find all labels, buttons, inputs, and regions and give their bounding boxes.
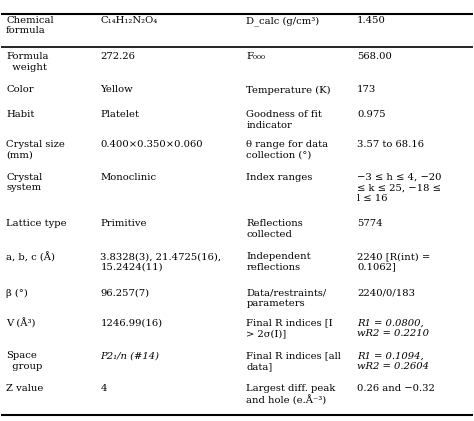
Text: θ range for data
collection (°): θ range for data collection (°) (246, 140, 328, 159)
Text: Platelet: Platelet (100, 110, 139, 119)
Text: Crystal size
(mm): Crystal size (mm) (6, 140, 65, 159)
Text: Index ranges: Index ranges (246, 173, 313, 182)
Text: V (Å³): V (Å³) (6, 318, 36, 329)
Text: Largest diff. peak
and hole (e.Å⁻³): Largest diff. peak and hole (e.Å⁻³) (246, 384, 336, 405)
Text: F₀₀₀: F₀₀₀ (246, 52, 265, 61)
Text: Space
  group: Space group (6, 352, 43, 371)
Text: Temperature (K): Temperature (K) (246, 85, 331, 95)
Text: Habit: Habit (6, 110, 35, 119)
Text: Reflections
collected: Reflections collected (246, 219, 303, 239)
Text: 0.26 and −0.32: 0.26 and −0.32 (357, 384, 435, 394)
Text: C₁₄H₁₂N₂O₄: C₁₄H₁₂N₂O₄ (100, 16, 157, 25)
Text: 5774: 5774 (357, 219, 383, 228)
Text: Formula
  weight: Formula weight (6, 52, 49, 72)
Text: Z value: Z value (6, 384, 44, 394)
Text: 568.00: 568.00 (357, 52, 392, 61)
Text: Yellow: Yellow (100, 85, 133, 94)
Text: −3 ≤ h ≤ 4, −20
≤ k ≤ 25, −18 ≤
l ≤ 16: −3 ≤ h ≤ 4, −20 ≤ k ≤ 25, −18 ≤ l ≤ 16 (357, 173, 442, 203)
Text: 2240/0/183: 2240/0/183 (357, 289, 415, 298)
Text: 1.450: 1.450 (357, 16, 386, 25)
Text: 3.57 to 68.16: 3.57 to 68.16 (357, 140, 424, 149)
Text: Final R indices [all
data]: Final R indices [all data] (246, 352, 341, 371)
Text: Independent
reflections: Independent reflections (246, 252, 311, 272)
Text: a, b, c (Å): a, b, c (Å) (6, 252, 55, 263)
Text: 272.26: 272.26 (100, 52, 135, 61)
Text: Goodness of fit
indicator: Goodness of fit indicator (246, 110, 322, 130)
Text: P2₁/n (#14): P2₁/n (#14) (100, 352, 159, 360)
Text: Lattice type: Lattice type (6, 219, 67, 228)
Text: β (°): β (°) (6, 289, 28, 298)
Text: Data/restraints/
parameters: Data/restraints/ parameters (246, 289, 327, 308)
Text: 1246.99(16): 1246.99(16) (100, 318, 163, 328)
Text: R1 = 0.0800,
wR2 = 0.2210: R1 = 0.0800, wR2 = 0.2210 (357, 318, 429, 338)
Text: Final R indices [I
> 2σ(I)]: Final R indices [I > 2σ(I)] (246, 318, 333, 338)
Text: 96.257(7): 96.257(7) (100, 289, 149, 298)
Text: Primitive: Primitive (100, 219, 147, 228)
Text: Chemical
formula: Chemical formula (6, 16, 54, 35)
Text: Monoclinic: Monoclinic (100, 173, 156, 182)
Text: 2240 [R(int) =
0.1062]: 2240 [R(int) = 0.1062] (357, 252, 430, 272)
Text: 0.975: 0.975 (357, 110, 386, 119)
Text: Crystal
system: Crystal system (6, 173, 42, 192)
Text: 4: 4 (100, 384, 107, 394)
Text: D_calc (g/cm³): D_calc (g/cm³) (246, 16, 319, 26)
Text: Color: Color (6, 85, 34, 94)
Text: 173: 173 (357, 85, 376, 94)
Text: 0.400×0.350×0.060: 0.400×0.350×0.060 (100, 140, 203, 149)
Text: 3.8328(3), 21.4725(16),
15.2424(11): 3.8328(3), 21.4725(16), 15.2424(11) (100, 252, 221, 272)
Text: R1 = 0.1094,
wR2 = 0.2604: R1 = 0.1094, wR2 = 0.2604 (357, 352, 429, 371)
